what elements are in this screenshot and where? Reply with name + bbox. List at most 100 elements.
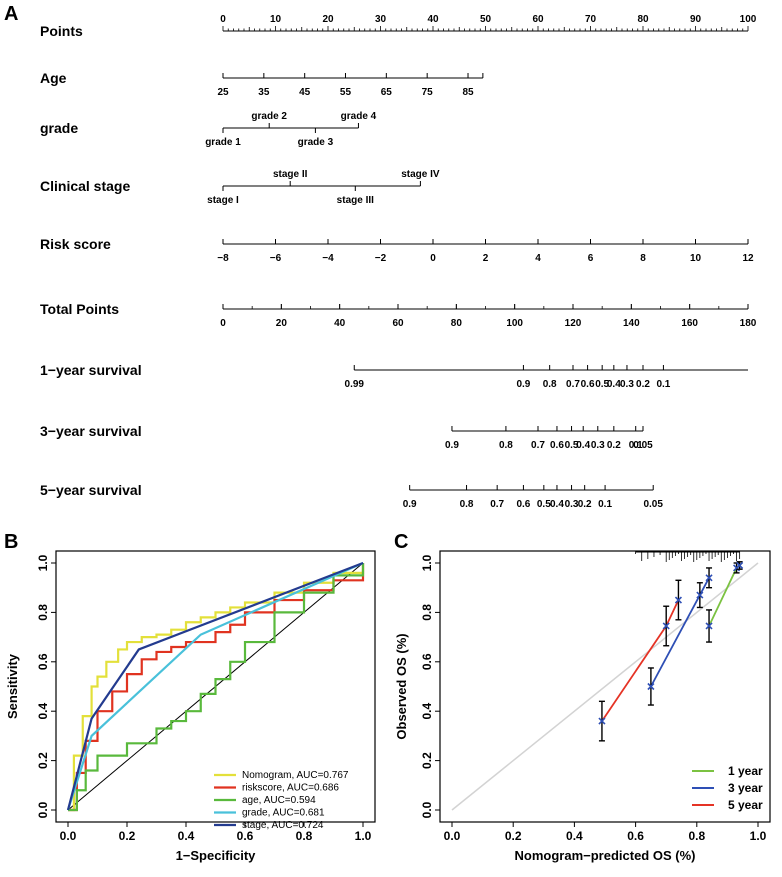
tick-label-age: 55 xyxy=(340,87,352,98)
tick-label-risk-score: 6 xyxy=(588,253,594,264)
tick-label-1-year-survival: 0.1 xyxy=(656,379,670,390)
tick-label-risk-score: 8 xyxy=(640,253,646,264)
x-tick-label: 0.2 xyxy=(119,829,136,843)
roc-curve-grade-auc-0-681 xyxy=(66,561,364,811)
calibration-line-5-year xyxy=(601,599,680,722)
x-tick-label: 0.6 xyxy=(627,829,644,843)
data-point-5-year xyxy=(674,596,683,604)
legend-label: 1 year xyxy=(728,764,763,778)
panel-b: B 0.0 0.0 0.2 0.2 0.4 0.4 0.6 0.6 0.8 0.8 1.0 1.0 1−… xyxy=(4,531,376,863)
data-point-1-year xyxy=(705,622,713,630)
tick-label-grade: grade 3 xyxy=(298,137,334,148)
tick-label-5-year-survival: 0.1 xyxy=(598,499,612,510)
plot-frame xyxy=(55,550,376,823)
row-label-age: Age xyxy=(40,70,67,86)
tick-label-points: 40 xyxy=(427,14,439,25)
legend-label: stage, AUC=0.724 xyxy=(242,820,324,831)
tick-label-total-points: 140 xyxy=(623,318,640,329)
roc-curve-age-auc-0-594 xyxy=(68,563,365,812)
y-tick-label: 0.4 xyxy=(420,703,434,720)
tick-label-points: 10 xyxy=(270,14,282,25)
reference-diagonal xyxy=(451,562,759,811)
legend-label: Nomogram, AUC=0.767 xyxy=(242,770,349,781)
data-point-3-year xyxy=(647,682,655,691)
row-label-5-year-survival: 5−year survival xyxy=(40,482,142,498)
tick-label-age: 65 xyxy=(381,87,393,98)
row-label-clinical-stage: Clinical stage xyxy=(40,178,130,194)
tick-label-1-year-survival: 0.99 xyxy=(345,379,365,390)
row-label-3-year-survival: 3−year survival xyxy=(40,423,142,439)
tick-label-points: 90 xyxy=(690,14,702,25)
tick-label-total-points: 0 xyxy=(220,318,226,329)
tick-label-3-year-survival: 0.8 xyxy=(499,440,513,451)
panel-c: C 0.0 0.0 0.2 0.2 0.4 0.4 0.6 0.6 0.8 0.8 1.0 1.0 No… xyxy=(394,531,771,863)
tick-label-total-points: 180 xyxy=(740,318,757,329)
tick-label-age: 25 xyxy=(217,87,229,98)
tick-label-grade: grade 1 xyxy=(205,137,241,148)
tick-label-points: 50 xyxy=(480,14,492,25)
tick-label-risk-score: −6 xyxy=(270,253,282,264)
tick-label-3-year-survival: 0.4 xyxy=(576,440,590,451)
x-tick-label: 0.2 xyxy=(505,829,522,843)
panel-label-b: B xyxy=(4,531,18,553)
x-tick-label: 0.6 xyxy=(237,829,254,843)
y-tick-label: 0.2 xyxy=(36,752,50,769)
tick-label-grade: grade 2 xyxy=(251,111,287,122)
tick-label-3-year-survival: 0.9 xyxy=(445,440,459,451)
tick-label-clinical-stage: stage IV xyxy=(401,169,440,180)
legend-label: age, AUC=0.594 xyxy=(242,795,316,806)
tick-label-3-year-survival: 0.1 xyxy=(629,440,643,451)
legend-label: 5 year xyxy=(728,798,763,812)
tick-label-grade: grade 4 xyxy=(341,111,377,122)
tick-label-points: 20 xyxy=(322,14,334,25)
x-tick-label: 1.0 xyxy=(750,829,767,843)
panel-label-c: C xyxy=(394,531,408,553)
tick-label-risk-score: −4 xyxy=(322,253,334,264)
tick-label-points: 70 xyxy=(585,14,597,25)
tick-label-1-year-survival: 0.7 xyxy=(566,379,580,390)
data-point-5-year xyxy=(662,622,670,630)
tick-label-risk-score: −2 xyxy=(375,253,387,264)
y-tick-label: 0.0 xyxy=(420,801,434,818)
legend-label: grade, AUC=0.681 xyxy=(242,808,325,819)
tick-label-total-points: 20 xyxy=(276,318,288,329)
calibration-chart: 0.0 0.0 0.2 0.2 0.4 0.4 0.6 0.6 0.8 0.8 1.0 1.0 Nomo… xyxy=(394,550,771,863)
tick-label-age: 85 xyxy=(462,87,474,98)
tick-label-risk-score: 0 xyxy=(430,253,436,264)
x-tick-label: 1.0 xyxy=(355,829,372,843)
tick-label-age: 45 xyxy=(299,87,311,98)
tick-label-risk-score: 2 xyxy=(483,253,489,264)
row-label-total-points: Total Points xyxy=(40,301,119,317)
tick-label-5-year-survival: 0.4 xyxy=(550,499,564,510)
data-point-3-year xyxy=(696,591,704,599)
x-tick-label: 0.8 xyxy=(296,829,313,843)
row-label-risk-score: Risk score xyxy=(40,236,111,252)
tick-label-5-year-survival: 0.6 xyxy=(516,499,530,510)
tick-label-1-year-survival: 0.4 xyxy=(607,379,621,390)
x-tick-label: 0.4 xyxy=(178,829,195,843)
tick-label-3-year-survival: 0.6 xyxy=(550,440,564,451)
panel-label-a: A xyxy=(4,3,18,25)
x-tick-label: 0.0 xyxy=(60,829,77,843)
roc-curve-stage-auc-0-724 xyxy=(66,561,364,811)
y-tick-label: 0.6 xyxy=(420,653,434,670)
x-axis-title: 1−Specificity xyxy=(176,848,257,863)
tick-label-1-year-survival: 0.8 xyxy=(543,379,557,390)
tick-label-total-points: 160 xyxy=(681,318,698,329)
data-point-3-year xyxy=(705,574,713,582)
tick-label-total-points: 60 xyxy=(392,318,404,329)
row-label-grade: grade xyxy=(40,120,78,136)
tick-label-risk-score: 10 xyxy=(690,253,702,264)
calibration-line-1-year xyxy=(708,564,741,627)
y-axis-title: Sensitivity xyxy=(5,653,20,719)
y-tick-label: 0.4 xyxy=(36,703,50,720)
tick-label-1-year-survival: 0.6 xyxy=(581,379,595,390)
tick-label-5-year-survival: 0.5 xyxy=(537,499,551,510)
plot-frame xyxy=(439,550,771,823)
tick-label-5-year-survival: 0.05 xyxy=(643,499,663,510)
tick-label-total-points: 80 xyxy=(451,318,463,329)
tick-label-age: 35 xyxy=(258,87,270,98)
x-tick-label: 0.4 xyxy=(566,829,583,843)
tick-label-points: 60 xyxy=(532,14,544,25)
